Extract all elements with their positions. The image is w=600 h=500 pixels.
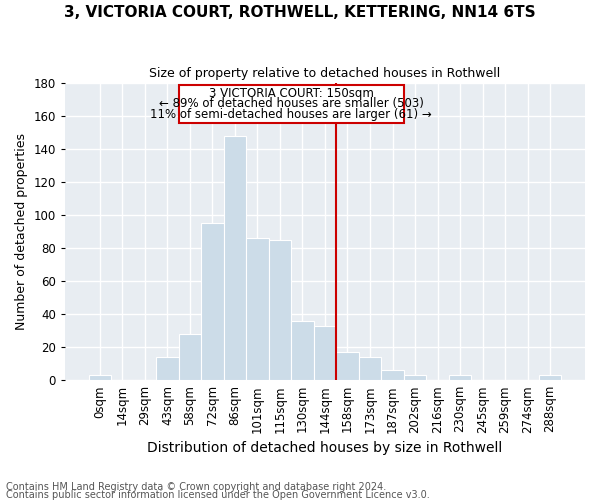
Bar [291, 321, 314, 380]
Bar [224, 136, 246, 380]
Bar [381, 370, 404, 380]
FancyBboxPatch shape [179, 84, 404, 122]
Text: Contains HM Land Registry data © Crown copyright and database right 2024.: Contains HM Land Registry data © Crown c… [6, 482, 386, 492]
Bar [201, 224, 224, 380]
Bar [269, 240, 291, 380]
Bar [539, 375, 562, 380]
Bar [359, 357, 381, 380]
Bar [449, 375, 472, 380]
Bar [314, 326, 336, 380]
Bar [336, 352, 359, 380]
Text: ← 89% of detached houses are smaller (503): ← 89% of detached houses are smaller (50… [159, 97, 424, 110]
Text: 3, VICTORIA COURT, ROTHWELL, KETTERING, NN14 6TS: 3, VICTORIA COURT, ROTHWELL, KETTERING, … [64, 5, 536, 20]
Text: Contains public sector information licensed under the Open Government Licence v3: Contains public sector information licen… [6, 490, 430, 500]
Bar [179, 334, 201, 380]
Text: 11% of semi-detached houses are larger (61) →: 11% of semi-detached houses are larger (… [151, 108, 432, 121]
Bar [89, 375, 111, 380]
Bar [156, 357, 179, 380]
Title: Size of property relative to detached houses in Rothwell: Size of property relative to detached ho… [149, 68, 500, 80]
X-axis label: Distribution of detached houses by size in Rothwell: Distribution of detached houses by size … [148, 441, 503, 455]
Text: 3 VICTORIA COURT: 150sqm: 3 VICTORIA COURT: 150sqm [209, 86, 374, 100]
Bar [404, 375, 426, 380]
Bar [246, 238, 269, 380]
Y-axis label: Number of detached properties: Number of detached properties [15, 133, 28, 330]
